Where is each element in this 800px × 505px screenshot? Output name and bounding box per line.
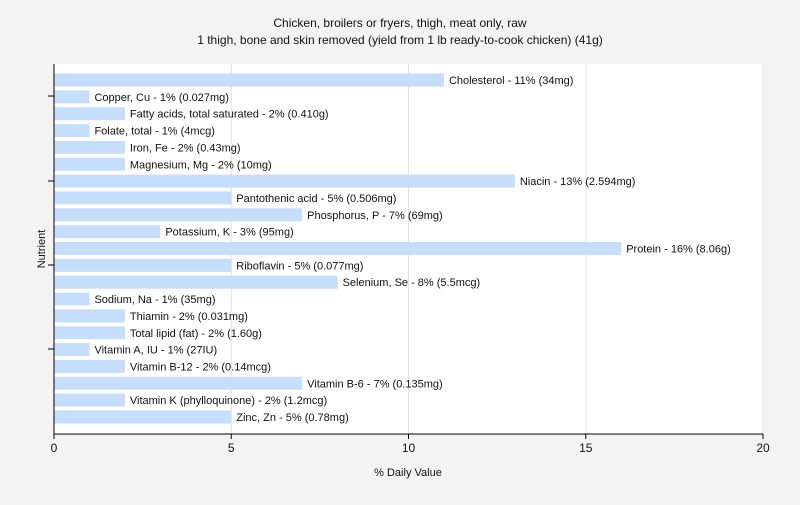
bar: [54, 140, 125, 154]
bar-label: Vitamin B-6 - 7% (0.135mg): [307, 378, 443, 390]
bar: [54, 174, 515, 188]
bars: [54, 73, 622, 424]
bar: [54, 90, 90, 104]
bar: [54, 376, 303, 390]
bar: [54, 343, 90, 357]
bar-label: Zinc, Zn - 5% (0.78mg): [236, 412, 348, 424]
bar: [54, 393, 125, 407]
bar: [54, 292, 90, 306]
y-axis-title: Nutrient: [36, 230, 48, 269]
bar: [54, 225, 161, 239]
x-axis-title: % Daily Value: [374, 467, 442, 479]
bar: [54, 275, 338, 289]
bar-label: Thiamin - 2% (0.031mg): [130, 311, 248, 323]
chart-subtitle: 1 thigh, bone and skin removed (yield fr…: [197, 33, 603, 47]
bar: [54, 208, 303, 222]
chart-title: Chicken, broilers or fryers, thigh, meat…: [273, 16, 527, 30]
x-tick-label: 0: [51, 441, 58, 455]
x-tick-label: 5: [228, 441, 235, 455]
bar-label: Niacin - 13% (2.594mg): [520, 176, 636, 188]
bar: [54, 359, 125, 373]
bar-label: Vitamin B-12 - 2% (0.14mcg): [130, 361, 271, 373]
bar-label: Selenium, Se - 8% (5.5mcg): [343, 277, 481, 289]
bar-label: Vitamin A, IU - 1% (27IU): [94, 345, 217, 357]
bar-label: Sodium, Na - 1% (35mg): [94, 294, 215, 306]
bar-label: Riboflavin - 5% (0.077mg): [236, 260, 363, 272]
bar: [54, 258, 232, 272]
bar: [54, 309, 125, 323]
bar: [54, 107, 125, 121]
bar-label: Copper, Cu - 1% (0.027mg): [94, 92, 229, 104]
bar: [54, 73, 444, 87]
bar: [54, 124, 90, 138]
bar-label: Iron, Fe - 2% (0.43mg): [130, 142, 241, 154]
axes: [48, 64, 764, 439]
bar-label: Fatty acids, total saturated - 2% (0.410…: [130, 109, 329, 121]
bar: [54, 157, 125, 171]
bar: [54, 410, 232, 424]
bar-label: Folate, total - 1% (4mcg): [94, 126, 214, 138]
bar-label: Phosphorus, P - 7% (69mg): [307, 210, 443, 222]
bar-labels: Cholesterol - 11% (34mg) Copper, Cu - 1% …: [94, 75, 730, 424]
x-tick-label: 20: [756, 441, 770, 455]
bar-label: Cholesterol - 11% (34mg): [449, 75, 574, 87]
bar-label: Magnesium, Mg - 2% (10mg): [130, 159, 272, 171]
bar-label: Pantothenic acid - 5% (0.506mg): [236, 193, 396, 205]
x-tick-label: 15: [579, 441, 593, 455]
bar: [54, 326, 125, 340]
bar-label: Potassium, K - 3% (95mg): [165, 227, 293, 239]
x-tick-labels: 0 5 10 15 20: [51, 441, 770, 455]
bar-label: Total lipid (fat) - 2% (1.60g): [130, 328, 262, 340]
bar-label: Vitamin K (phylloquinone) - 2% (1.2mcg): [130, 395, 327, 407]
bar-label: Protein - 16% (8.06g): [626, 244, 731, 256]
bar: [54, 242, 622, 255]
bar: [54, 191, 232, 205]
x-tick-label: 10: [402, 441, 416, 455]
